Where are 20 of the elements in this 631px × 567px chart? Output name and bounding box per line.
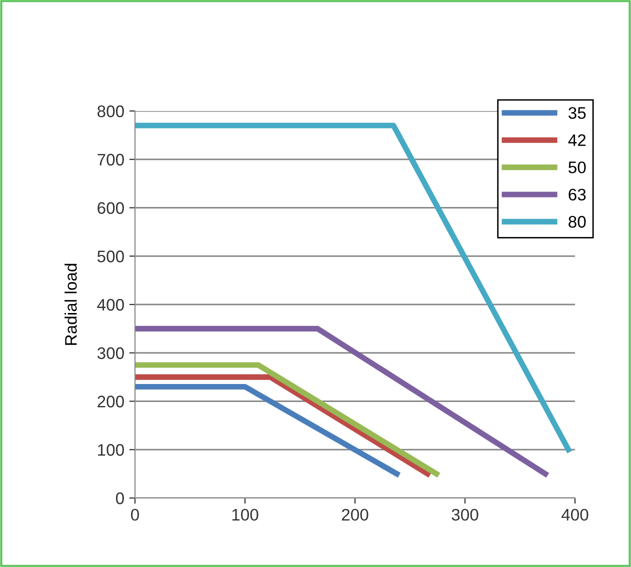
x-tick-label: 300 — [452, 508, 478, 521]
x-tick-label: 200 — [342, 508, 368, 521]
y-tick-label: 200 — [98, 396, 124, 408]
legend-label: 63 — [568, 188, 586, 200]
y-tick-label: 300 — [97, 347, 124, 360]
x-tick-label: 400 — [561, 508, 588, 521]
y-tick-label: 600 — [98, 202, 124, 214]
x-tick-label: 0 — [131, 508, 139, 521]
y-tick-label: 100 — [98, 444, 124, 456]
legend-label: 42 — [568, 134, 586, 146]
y-tick-label: 500 — [97, 250, 124, 262]
legend-label: 35 — [568, 107, 586, 119]
x-tick-label: 100 — [232, 508, 258, 521]
y-axis-title: Radial load — [64, 264, 77, 345]
legend-label: 50 — [568, 161, 586, 174]
y-tick-label: 800 — [98, 105, 124, 118]
y-tick-label: 700 — [98, 154, 124, 166]
y-tick-label: 400 — [97, 298, 124, 311]
y-tick-label: 0 — [116, 492, 124, 504]
legend-label: 80 — [568, 216, 586, 228]
